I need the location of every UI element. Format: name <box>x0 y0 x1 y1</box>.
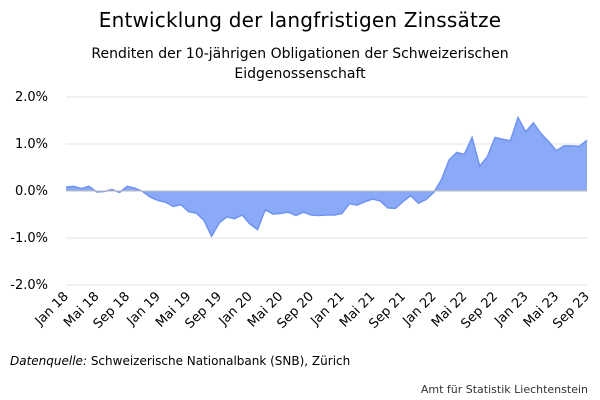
data-point <box>203 219 205 221</box>
data-point <box>563 145 565 147</box>
data-point <box>586 139 588 141</box>
data-point <box>80 188 82 190</box>
y-tick-label: -1.0% <box>10 231 48 246</box>
data-point <box>356 204 358 206</box>
data-point <box>348 203 350 205</box>
data-point <box>241 214 243 216</box>
data-point <box>264 209 266 211</box>
data-point <box>142 190 144 192</box>
data-point <box>463 153 465 155</box>
data-point <box>180 204 182 206</box>
data-point <box>417 202 419 204</box>
data-point <box>295 214 297 216</box>
data-point <box>555 150 557 152</box>
data-point <box>494 136 496 138</box>
data-point <box>318 214 320 216</box>
data-source: Datenquelle: Schweizerische Nationalbank… <box>10 354 350 368</box>
y-tick-label: -2.0% <box>10 278 48 293</box>
data-point <box>502 138 504 140</box>
data-point <box>456 151 458 153</box>
data-source-text: Schweizerische Nationalbank (SNB), Züric… <box>87 354 351 368</box>
y-tick-label: 2.0% <box>15 90 48 105</box>
data-point <box>126 185 128 187</box>
data-point <box>280 213 282 215</box>
data-point <box>119 191 121 193</box>
data-point <box>402 200 404 202</box>
data-point <box>65 186 67 188</box>
data-point <box>88 185 90 187</box>
data-point <box>571 145 573 147</box>
data-point <box>73 185 75 187</box>
data-point <box>371 198 373 200</box>
data-point <box>425 198 427 200</box>
data-point <box>218 222 220 224</box>
data-point <box>471 136 473 138</box>
data-point <box>517 117 519 119</box>
y-tick-label: 0.0% <box>15 184 48 199</box>
data-point <box>525 131 527 133</box>
data-point <box>333 214 335 216</box>
data-point <box>257 229 259 231</box>
data-point <box>410 195 412 197</box>
series-line <box>65 115 588 238</box>
data-point <box>195 212 197 214</box>
data-point <box>172 206 174 208</box>
data-point <box>486 156 488 158</box>
data-point <box>440 179 442 181</box>
data-point <box>479 165 481 167</box>
data-point <box>234 218 236 220</box>
data-point <box>157 199 159 201</box>
data-point <box>287 211 289 213</box>
data-point <box>364 201 366 203</box>
chart-title: Entwicklung der langfristigen Zinssätze <box>98 8 502 32</box>
data-point <box>310 214 312 216</box>
data-point <box>303 211 305 213</box>
data-point <box>149 196 151 198</box>
data-point <box>532 122 534 124</box>
data-point <box>448 159 450 161</box>
data-point <box>103 190 105 192</box>
chart-subtitle: Renditen der 10-jährigen Obligationen de… <box>91 46 509 82</box>
data-point <box>165 201 167 203</box>
data-point <box>326 214 328 216</box>
data-point <box>211 235 213 237</box>
credit-line: Amt für Statistik Liechtenstein <box>420 383 588 396</box>
data-point <box>394 207 396 209</box>
data-point <box>111 189 113 191</box>
data-point <box>433 191 435 193</box>
data-point <box>578 145 580 147</box>
data-point <box>540 133 542 135</box>
data-point <box>341 213 343 215</box>
y-tick-label: 1.0% <box>15 137 48 152</box>
data-point <box>272 213 274 215</box>
data-point <box>548 141 550 143</box>
data-point <box>188 211 190 213</box>
area-fill <box>66 117 587 237</box>
data-point <box>226 216 228 218</box>
data-source-label: Datenquelle: <box>10 354 87 368</box>
data-point <box>134 187 136 189</box>
data-point <box>509 140 511 142</box>
data-point <box>387 207 389 209</box>
data-point <box>249 223 251 225</box>
data-point <box>96 191 98 193</box>
data-point <box>379 200 381 202</box>
